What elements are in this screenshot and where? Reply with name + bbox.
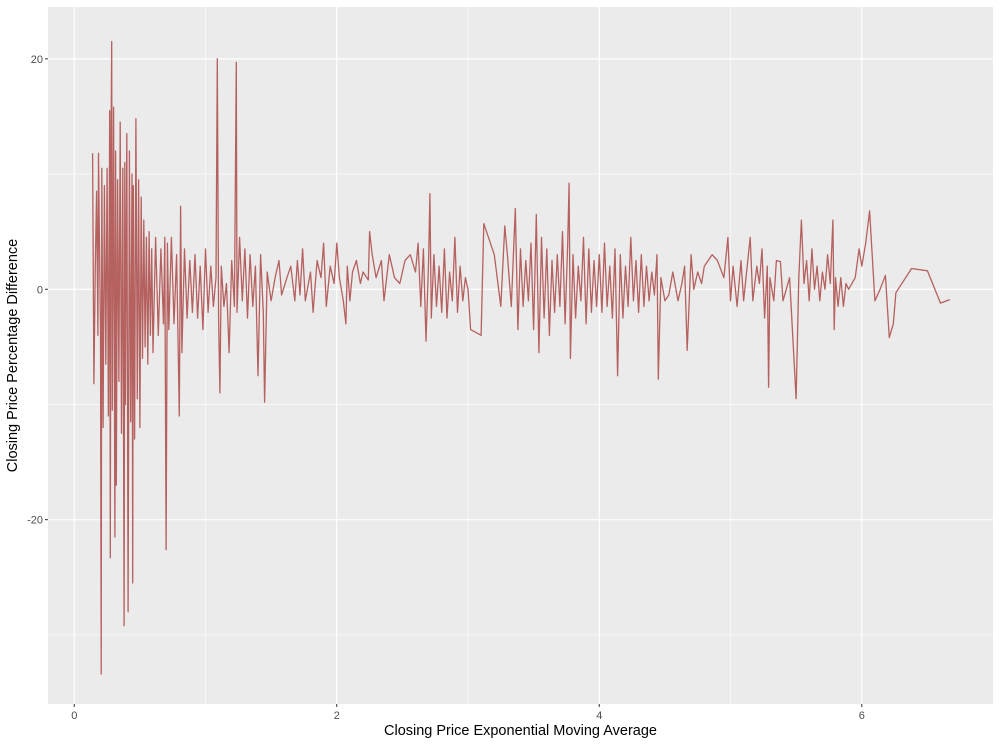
series-line [91,40,950,675]
x-axis-title: Closing Price Exponential Moving Average [384,723,657,739]
x-axis: 0 2 4 6 [71,704,865,722]
x-tick-label: 6 [859,710,865,722]
y-tick-label: 20 [31,54,43,66]
y-axis-title: Closing Price Percentage Difference [5,239,21,472]
y-axis: -20 0 20 [27,54,48,527]
x-tick-label: 0 [71,710,77,722]
y-tick-label: 0 [37,284,43,296]
plot-panel [48,7,993,704]
x-tick-label: 4 [596,710,602,722]
series-layer [91,40,950,675]
minor-gridlines [48,7,993,704]
x-tick-label: 2 [334,710,340,722]
y-tick-label: -20 [27,515,43,527]
